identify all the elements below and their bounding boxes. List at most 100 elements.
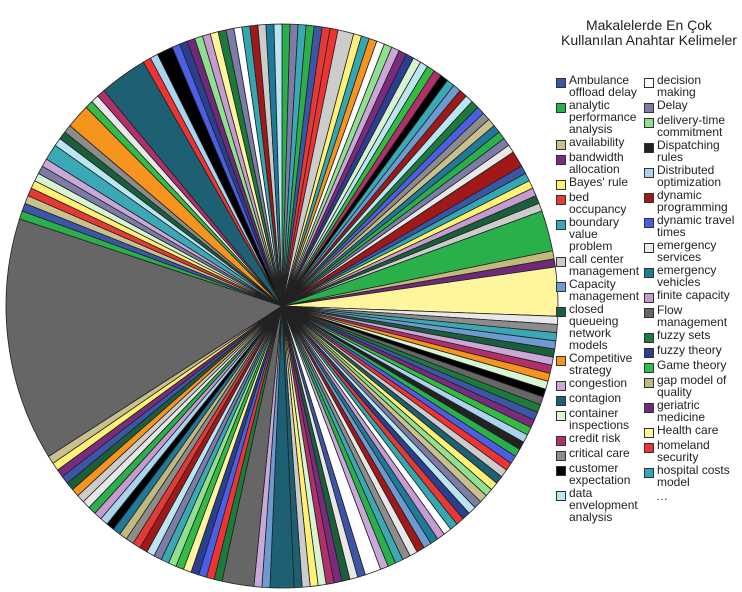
legend-swatch xyxy=(556,257,566,267)
legend-swatch xyxy=(556,282,566,292)
legend-item: Flow management xyxy=(644,304,740,328)
legend-label: Capacity management xyxy=(569,277,640,303)
legend-swatch xyxy=(644,308,654,318)
legend-label: homeland security xyxy=(657,438,710,464)
legend-swatch xyxy=(556,396,566,406)
legend-label: container inspections xyxy=(569,406,630,432)
legend-column-2: decision making Delay delivery-time commit… xyxy=(644,74,740,503)
legend-label: fuzzy theory xyxy=(657,343,722,357)
legend-item: critical care xyxy=(556,447,642,461)
legend-swatch xyxy=(644,293,654,303)
legend-item: customer expectation xyxy=(556,462,642,486)
legend-label: gap model of quality xyxy=(657,373,727,399)
legend-label: bandwidth allocation xyxy=(569,150,624,176)
legend-item: contagion xyxy=(556,392,642,406)
legend-item: fuzzy theory xyxy=(644,344,740,358)
legend-label: availability xyxy=(569,135,625,149)
legend-label: credit risk xyxy=(569,431,621,445)
legend-item: emergency services xyxy=(644,239,740,263)
legend-label: data envelopment analysis xyxy=(569,486,638,524)
legend-item: Health care xyxy=(644,424,740,438)
legend-label: call center management xyxy=(569,252,640,278)
legend-swatch xyxy=(556,466,566,476)
pie-chart xyxy=(5,23,559,589)
legend-item: analytic performance analysis xyxy=(556,99,642,135)
legend-item: boundary value problem xyxy=(556,216,642,252)
legend-label: congestion xyxy=(569,376,628,390)
legend-swatch xyxy=(556,155,566,165)
legend-swatch xyxy=(556,180,566,190)
legend-item: data envelopment analysis xyxy=(556,487,642,523)
legend-item: delivery-time commitment xyxy=(644,114,740,138)
legend-label: Ambulance offload delay xyxy=(569,73,637,99)
legend-label: bed occupancy xyxy=(569,190,627,216)
legend-label: Delay xyxy=(657,98,688,112)
legend-label: Game theory xyxy=(657,358,727,372)
legend-swatch xyxy=(644,168,654,178)
legend-swatch xyxy=(556,356,566,366)
legend-swatch xyxy=(556,411,566,421)
legend-label: finite capacity xyxy=(657,288,730,302)
legend-item: congestion xyxy=(556,377,642,391)
legend-item: Competitive strategy xyxy=(556,352,642,376)
legend-label: contagion xyxy=(569,391,622,405)
legend-item: Ambulance offload delay xyxy=(556,74,642,98)
legend-label: emergency services xyxy=(657,238,717,264)
legend-swatch xyxy=(644,403,654,413)
legend-swatch xyxy=(556,140,566,150)
legend-swatch xyxy=(644,443,654,453)
legend-more: … xyxy=(656,489,668,503)
legend-label: Competitive strategy xyxy=(569,351,633,377)
legend-swatch xyxy=(556,491,566,501)
legend-swatch xyxy=(644,348,654,358)
pie-slice xyxy=(273,23,283,307)
legend-item: bandwidth allocation xyxy=(556,151,642,175)
legend-column-1: Ambulance offload delay analytic performa… xyxy=(556,74,642,524)
legend-item: homeland security xyxy=(644,439,740,463)
legend-item: dynamic programming xyxy=(644,189,740,213)
legend-label: decision making xyxy=(657,73,702,99)
legend-label: customer expectation xyxy=(569,461,631,487)
legend-swatch xyxy=(556,451,566,461)
legend-item: emergency vehicles xyxy=(644,264,740,288)
legend-label: fuzzy sets xyxy=(657,328,711,342)
legend-swatch xyxy=(556,436,566,446)
legend-swatch xyxy=(644,378,654,388)
legend-swatch xyxy=(556,220,566,230)
legend-label: hospital costs model xyxy=(657,463,730,489)
legend-label: Bayes' rule xyxy=(569,175,628,189)
legend-swatch xyxy=(644,333,654,343)
legend-item: dynamic travel times xyxy=(644,214,740,238)
pie-slices xyxy=(5,23,559,589)
legend-label: analytic performance analysis xyxy=(569,98,637,136)
legend-item: decision making xyxy=(644,74,740,98)
legend-swatch xyxy=(644,193,654,203)
legend-item: credit risk xyxy=(556,432,642,446)
legend-swatch xyxy=(556,78,566,88)
legend-swatch xyxy=(644,268,654,278)
legend-swatch xyxy=(644,103,654,113)
legend-item: Delay xyxy=(644,99,740,113)
legend-label: dynamic programming xyxy=(657,188,728,214)
legend-swatch xyxy=(644,118,654,128)
chart-title: Makalelerde En Çok Kullanılan Anahtar Ke… xyxy=(561,17,737,48)
legend-label: emergency vehicles xyxy=(657,263,717,289)
legend-item: geriatric medicine xyxy=(644,399,740,423)
legend-item: call center management xyxy=(556,253,642,277)
legend-swatch xyxy=(644,468,654,478)
legend-label: Dispatching rules xyxy=(657,138,720,164)
legend-label: delivery-time commitment xyxy=(657,113,726,139)
legend-swatch xyxy=(644,218,654,228)
legend-swatch xyxy=(644,428,654,438)
legend-swatch xyxy=(644,243,654,253)
legend-item: Distributed optimization xyxy=(644,164,740,188)
legend-item: fuzzy sets xyxy=(644,329,740,343)
legend-item: availability xyxy=(556,136,642,150)
legend-item: closed queueing network models xyxy=(556,303,642,351)
legend-swatch xyxy=(556,381,566,391)
legend-swatch xyxy=(556,103,566,113)
legend-swatch xyxy=(644,78,654,88)
pie-slice xyxy=(5,218,283,457)
legend-item: hospital costs model xyxy=(644,464,740,488)
legend-label: dynamic travel times xyxy=(657,213,735,239)
